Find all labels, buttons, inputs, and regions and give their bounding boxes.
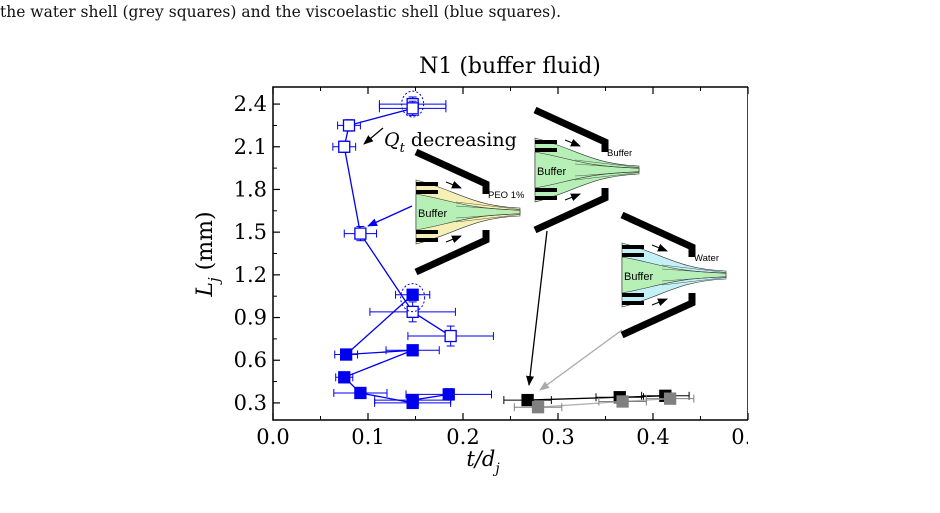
x-tick-label: 0.1 [351, 425, 384, 449]
streamline [661, 264, 727, 273]
nozzle-wall [414, 148, 490, 194]
flow-arrow [651, 298, 668, 307]
highlight-circle [400, 283, 426, 313]
data-point [442, 388, 455, 401]
inset-outer-label: PEO 1% [488, 190, 525, 201]
y-tick-label: 0.9 [234, 306, 267, 330]
inset-buffer: Buffer Buffer [533, 106, 640, 234]
x-tick-label: 0.4 [636, 425, 669, 449]
nozzle-wall [620, 293, 696, 339]
data-point [354, 227, 367, 240]
data-point [338, 371, 351, 384]
chart-title: N1 (buffer fluid) [419, 54, 601, 79]
y-tick-label: 1.8 [234, 177, 267, 201]
flow-arrow [564, 138, 581, 147]
y-tick-label: 0.6 [234, 348, 267, 372]
stripe [622, 253, 644, 257]
inset-inner-label: Buffer [624, 271, 653, 283]
annotation-label: Qt decreasing [384, 129, 517, 156]
core-fluid [415, 193, 521, 231]
streamline [455, 205, 521, 211]
y-tick-label: 2.4 [234, 92, 267, 116]
data-point [444, 329, 457, 343]
data-point [663, 392, 677, 405]
stripe [416, 182, 438, 186]
streamline [661, 277, 727, 286]
streamline [574, 171, 640, 177]
stripe [622, 245, 644, 249]
stripe [535, 148, 557, 152]
streamline [574, 172, 640, 181]
y-axis-label: Lj (mm) [193, 211, 223, 297]
series-3 [513, 392, 695, 414]
y-tick-label: 1.2 [234, 263, 267, 287]
data-point [339, 348, 353, 361]
streamline [455, 201, 521, 210]
flow-arrow [445, 180, 462, 189]
x-tick-label: 0.0 [256, 425, 289, 449]
series-line [538, 398, 671, 408]
core-fluid [534, 151, 640, 189]
stripe [622, 301, 644, 305]
x-tick-label: 0.3 [541, 425, 574, 449]
highlight-circle [401, 90, 425, 118]
core-fluid [621, 256, 727, 294]
flow-arrow [445, 235, 462, 244]
stripe [535, 196, 557, 200]
x-tick-label: 0.2 [446, 425, 479, 449]
streamline [574, 159, 640, 168]
inset-inner-label: Buffer [537, 166, 566, 178]
nozzle-wall [620, 211, 696, 257]
inset-pointer-arrow [526, 230, 548, 386]
data-point [342, 119, 356, 132]
stripe [535, 188, 557, 192]
figure-caption: the water shell (grey squares) and the v… [0, 3, 562, 21]
nozzle-wall [414, 230, 490, 276]
data-point [406, 344, 419, 357]
inset-outer-label: Buffer [607, 148, 632, 159]
inset-pointer-arrow [539, 329, 623, 391]
data-point [338, 140, 351, 153]
flow-arrow [651, 243, 668, 252]
flow-arrow [564, 193, 581, 202]
streamline [661, 276, 727, 282]
x-axis-label: t/dj [466, 447, 500, 477]
streamline [455, 214, 521, 223]
stripe [535, 140, 557, 144]
series-1 [333, 288, 492, 410]
data-point [406, 102, 419, 115]
streamline [455, 213, 521, 219]
stripe [416, 238, 438, 242]
annotation-arrow [363, 127, 384, 145]
series-0 [332, 96, 494, 347]
streamline [661, 268, 727, 274]
nozzle-wall [533, 106, 609, 152]
data-point [406, 393, 419, 407]
stripe [622, 293, 644, 297]
stripe [416, 230, 438, 234]
inset-pointer-arrow [367, 205, 413, 227]
inset-outer-label: Water [694, 253, 719, 264]
data-point [354, 386, 367, 400]
series-line [343, 294, 449, 404]
x-tick-label: 0.5 [731, 425, 764, 449]
data-point [521, 393, 534, 407]
y-tick-label: 2.1 [234, 135, 267, 159]
y-tick-label: 1.5 [234, 220, 267, 244]
data-point [531, 401, 545, 414]
data-point [616, 395, 629, 408]
stripe [416, 190, 438, 194]
nozzle-wall [533, 188, 609, 234]
inset-peo: Buffer PEO 1% [414, 148, 525, 276]
y-tick-label: 0.3 [234, 391, 267, 415]
data-point [406, 288, 419, 301]
inset-inner-label: Buffer [418, 208, 447, 220]
streamline [574, 163, 640, 169]
inset-water: Buffer Water [620, 211, 727, 339]
